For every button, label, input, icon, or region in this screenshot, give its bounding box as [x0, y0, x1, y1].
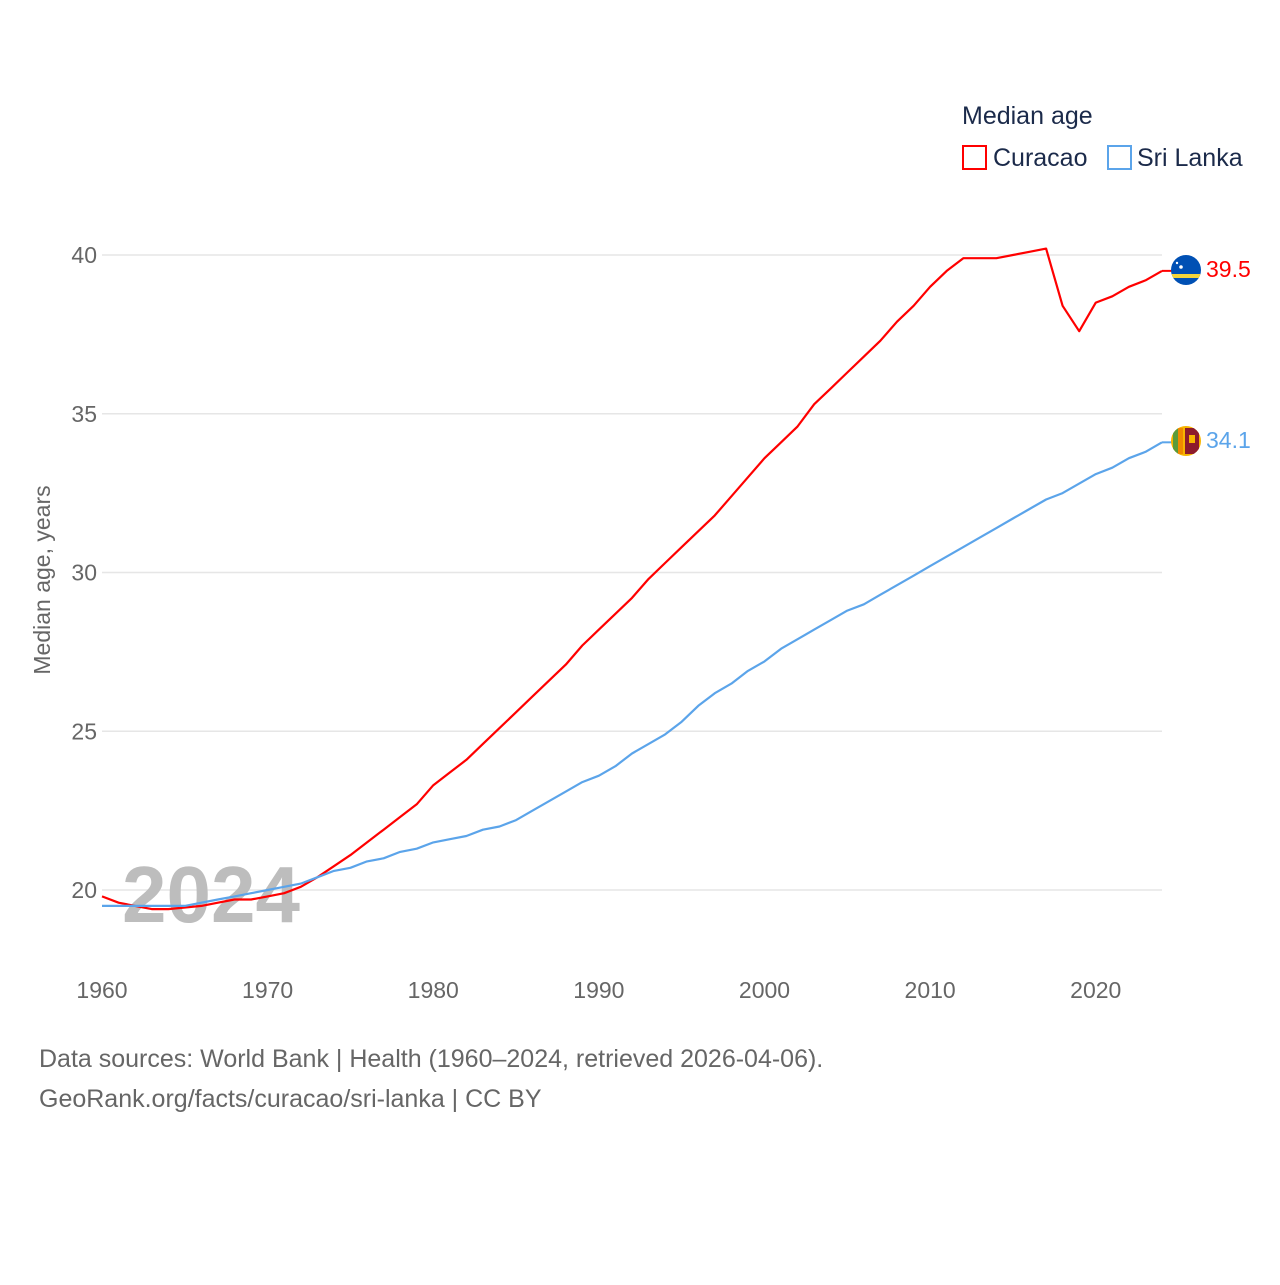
y-tick-label: 30	[71, 560, 97, 586]
curacao-flag-icon	[1171, 255, 1201, 285]
legend-swatch-curacao	[962, 145, 987, 170]
x-tick-label: 2010	[905, 977, 956, 1003]
source-link[interactable]: GeoRank.org/facts/curacao/sri-lanka | CC…	[39, 1085, 542, 1113]
x-tick-label: 2020	[1070, 977, 1121, 1003]
x-tick-label: 2000	[739, 977, 790, 1003]
legend-label-sri-lanka: Sri Lanka	[1137, 144, 1243, 172]
y-axis-label: Median age, years	[29, 485, 55, 674]
legend-swatch-sri-lanka	[1107, 145, 1132, 170]
y-tick-label: 25	[71, 718, 97, 744]
x-tick-label: 1980	[408, 977, 459, 1003]
y-tick-label: 40	[71, 242, 97, 268]
end-label-curacao: 39.5	[1206, 256, 1251, 282]
legend-item-sri-lanka[interactable]: Sri Lanka	[1107, 144, 1243, 172]
x-tick-label: 1970	[242, 977, 293, 1003]
end-label-sri-lanka: 34.1	[1206, 427, 1251, 453]
y-tick-label: 35	[71, 401, 97, 427]
legend-item-curacao[interactable]: Curacao	[962, 144, 1088, 172]
x-tick-label: 1990	[573, 977, 624, 1003]
data-sources-note: Data sources: World Bank | Health (1960–…	[39, 1045, 824, 1073]
series-line-curacao[interactable]	[101, 247, 1163, 911]
legend-title: Median age	[962, 102, 1093, 130]
y-tick-label: 20	[71, 877, 97, 903]
legend-label-curacao: Curacao	[993, 144, 1088, 172]
year-watermark: 2024	[122, 850, 300, 939]
series-line-sri-lanka[interactable]	[102, 441, 1163, 908]
sri-lanka-flag-icon	[1171, 426, 1201, 456]
x-tick-label: 1960	[76, 977, 127, 1003]
